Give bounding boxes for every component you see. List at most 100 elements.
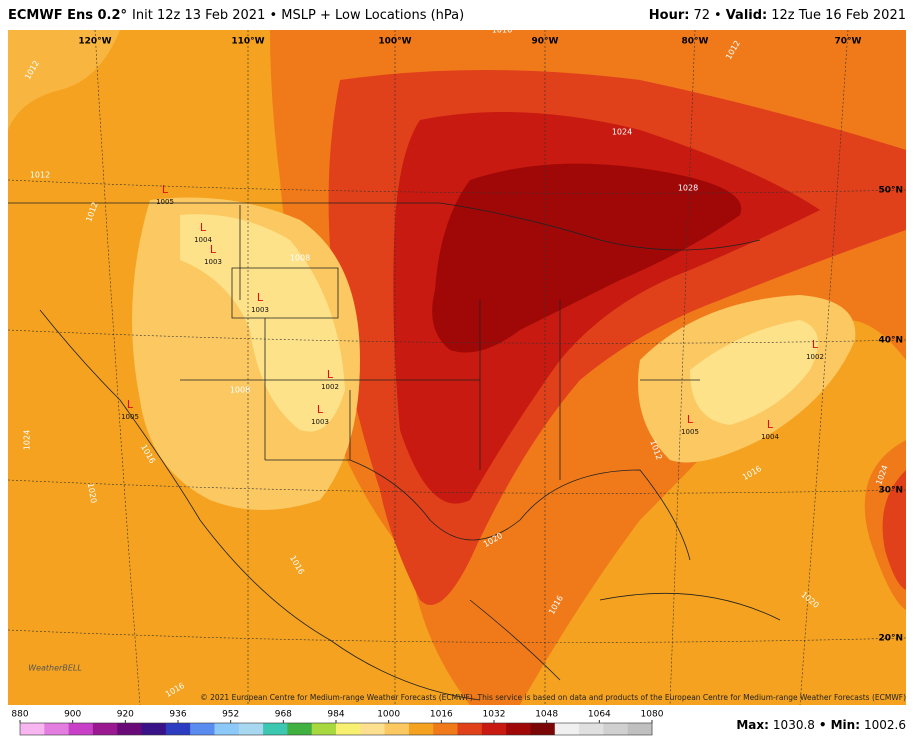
colorbar-swatch [287, 723, 313, 735]
longitude-label: 110°W [231, 37, 264, 47]
colorbar-swatch [457, 723, 483, 735]
min-label: Min: [831, 718, 860, 732]
borders [8, 202, 781, 701]
longitude-label: 80°W [682, 37, 709, 47]
contour-label: 1024 [612, 128, 632, 137]
colorbar-swatch [238, 723, 264, 735]
footer: Max: 1030.8 • Min: 1002.6 [736, 718, 906, 732]
low-symbol: L [687, 413, 694, 426]
colorbar-label: 1048 [535, 710, 558, 720]
colorbar-label: 952 [222, 710, 239, 720]
region [690, 320, 818, 425]
colorbar-swatch [603, 723, 629, 735]
latitude-label: 30°N [878, 486, 903, 496]
contour-label: 1020 [86, 482, 98, 504]
colorbar-label: 936 [169, 710, 186, 720]
contour-label: 1024 [23, 430, 32, 450]
colorbar-swatch [481, 723, 507, 735]
contour-label: 1008 [230, 386, 250, 395]
colorbar-label: 880 [11, 710, 28, 720]
sep: • [714, 8, 722, 23]
latitude-label: 50°N [878, 186, 903, 196]
low-pressure: 1004 [194, 236, 212, 244]
colorbar-label: 900 [64, 710, 81, 720]
colorbar-label: 1080 [641, 710, 664, 720]
colorbar-swatch [627, 723, 653, 735]
logo: WeatherBELL [28, 664, 82, 673]
low-pressure: 1003 [251, 306, 269, 314]
map [8, 30, 906, 705]
low-pressure: 1005 [156, 198, 174, 206]
low-pressure: 1002 [321, 383, 339, 391]
longitude-label: 90°W [532, 37, 559, 47]
colorbar-swatch [165, 723, 191, 735]
model: ECMWF Ens 0.2° [8, 8, 127, 23]
hour-label: Hour: [649, 8, 690, 23]
info: Init 12z 13 Feb 2021 • MSLP + Low Locati… [132, 8, 464, 23]
colorbar-swatch [44, 723, 70, 735]
colorbar-label: 920 [117, 710, 134, 720]
latitude-label: 20°N [878, 634, 903, 644]
colorbar-swatch [408, 723, 434, 735]
low-pressure: 1002 [806, 353, 824, 361]
copyright: © 2021 European Centre for Medium-range … [200, 693, 906, 702]
colorbar-swatch [190, 723, 215, 735]
region [882, 470, 906, 590]
sep: • [819, 718, 827, 732]
colorbar-swatch [92, 723, 118, 735]
colorbar-swatch [141, 723, 167, 735]
low-symbol: L [257, 291, 264, 304]
header-left: ECMWF Ens 0.2° Init 12z 13 Feb 2021 • MSL… [8, 8, 464, 23]
colorbar-label: 1032 [483, 710, 506, 720]
graticule [8, 30, 906, 705]
low-symbol: L [127, 398, 134, 411]
low-pressure: 1005 [121, 413, 139, 421]
max-label: Max: [736, 718, 769, 732]
colorbar-label: 984 [327, 710, 344, 720]
max: 1030.8 [773, 718, 815, 732]
colorbar-swatch [506, 723, 531, 735]
colorbar-swatch [384, 723, 410, 735]
colorbar-swatch [68, 723, 94, 735]
header-right: Hour: 72 • Valid: 12z Tue 16 Feb 2021 [649, 8, 906, 23]
region [180, 214, 345, 432]
colorbar-swatch [360, 723, 386, 735]
colorbar-swatch [117, 723, 143, 735]
valid-label: Valid: [726, 8, 768, 23]
colorbar-swatch [311, 723, 337, 735]
contour-label: 1012 [30, 171, 50, 180]
colorbar-swatch [336, 723, 361, 735]
low-pressure: 1005 [681, 428, 699, 436]
low-pressure: 1003 [311, 418, 329, 426]
colorbar-swatch [433, 723, 459, 735]
colorbar-swatch [554, 723, 580, 735]
low-symbol: L [200, 221, 207, 234]
low-symbol: L [210, 243, 217, 256]
colorbar-label: 968 [275, 710, 292, 720]
hour: 72 [693, 8, 710, 23]
latitude-label: 40°N [878, 336, 903, 346]
colorbar-swatch [20, 723, 45, 735]
low-symbol: L [767, 418, 774, 431]
min: 1002.6 [864, 718, 906, 732]
valid: 12z Tue 16 Feb 2021 [771, 8, 906, 23]
longitude-label: 120°W [78, 37, 111, 47]
longitude-label: 100°W [378, 37, 411, 47]
colorbar-label: 1016 [430, 710, 453, 720]
colorbar-label: 1000 [377, 710, 400, 720]
colorbar-label: 1064 [588, 710, 611, 720]
colorbar-swatch [263, 723, 288, 735]
colorbar-swatch [579, 723, 604, 735]
low-symbol: L [317, 403, 324, 416]
low-symbol: L [162, 183, 169, 196]
colorbar-swatch [530, 723, 556, 735]
region [432, 163, 742, 353]
low-symbol: L [812, 338, 819, 351]
contour-label: 1028 [678, 184, 698, 193]
low-pressure: 1003 [204, 258, 222, 266]
region [8, 30, 120, 130]
colorbar-swatch [214, 723, 240, 735]
low-symbol: L [327, 368, 334, 381]
contour-label: 1008 [290, 254, 310, 263]
